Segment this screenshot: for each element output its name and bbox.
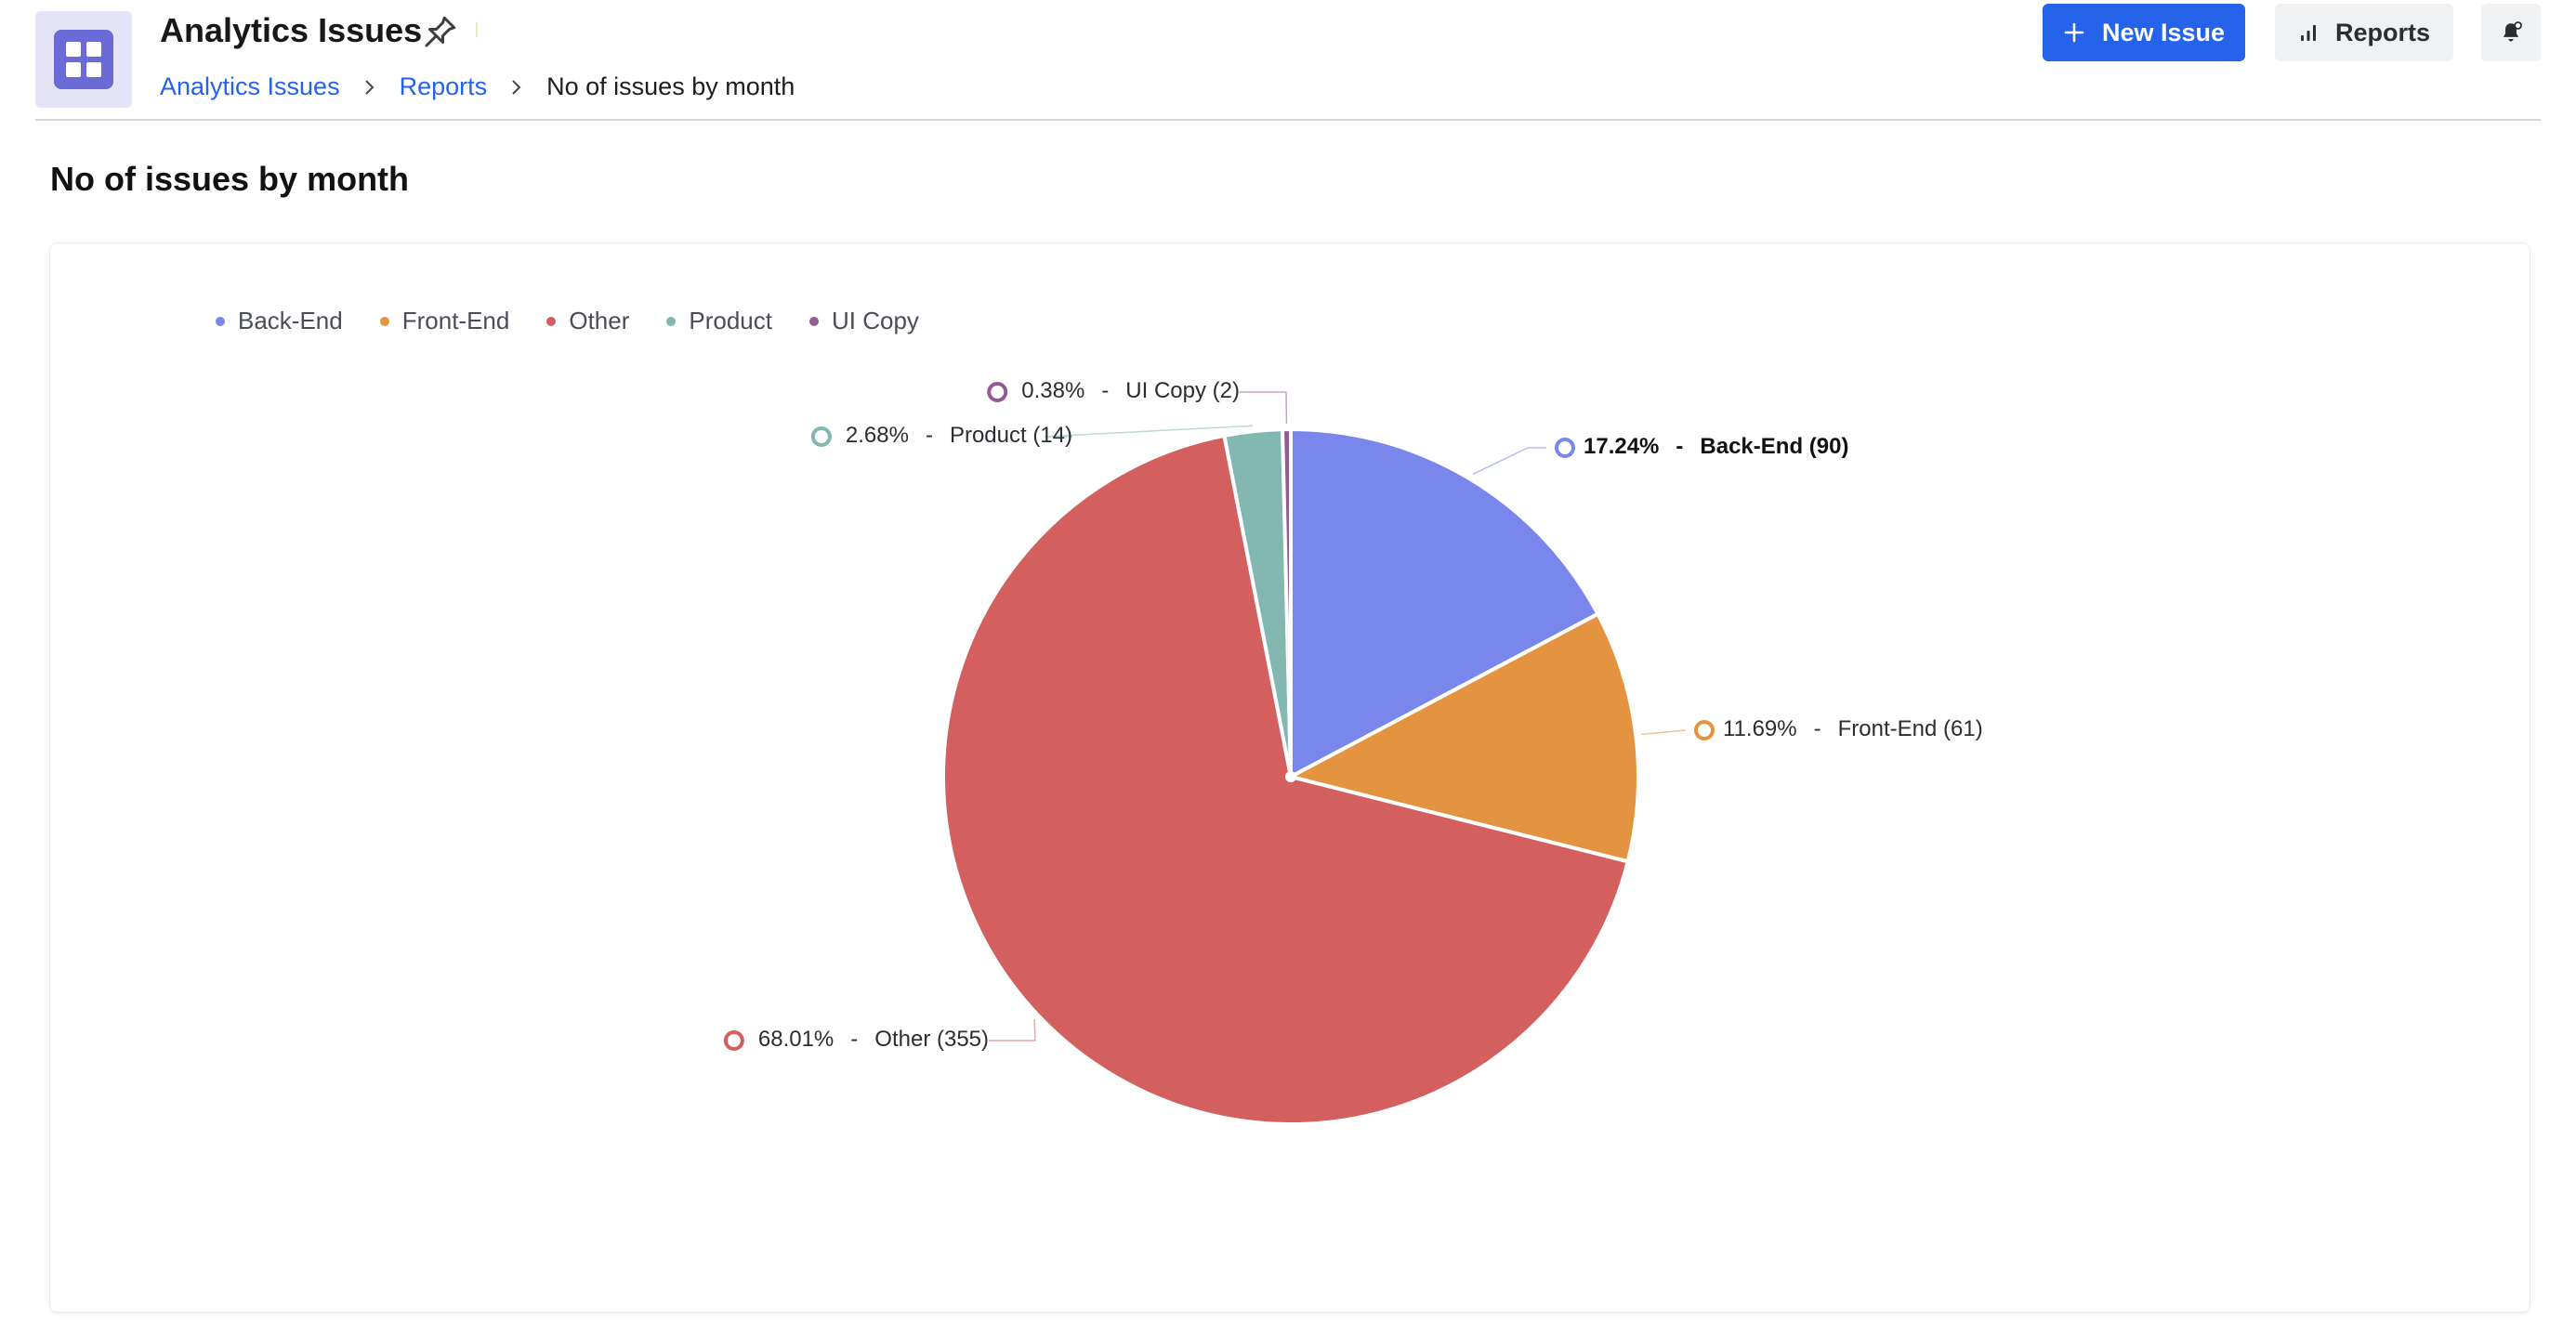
pie-label-marker	[723, 1030, 744, 1051]
label-leader-line	[1044, 425, 1253, 438]
pie-slice-ui-copy[interactable]	[1280, 426, 1293, 778]
legend-dot	[546, 316, 557, 326]
pie-category: Front-End (61)	[1838, 716, 1983, 741]
chart-legend: Back-End Front-End Other Product UI Copy	[216, 307, 956, 335]
legend-label: Front-End	[401, 307, 510, 334]
pie-label-product: 2.68% - Product (14)	[810, 423, 1072, 448]
pie-label-text: 0.38% - UI Copy (2)	[1021, 378, 1240, 403]
reports-label: Reports	[2334, 18, 2430, 46]
reports-button[interactable]: Reports	[2275, 4, 2453, 61]
pie-category: UI Copy (2)	[1125, 378, 1240, 403]
breadcrumb-current: No of issues by month	[546, 72, 795, 100]
legend-dot	[808, 316, 819, 326]
legend-label: Other	[569, 307, 630, 334]
pie-label-ui-copy: 0.38% - UI Copy (2)	[987, 378, 1240, 403]
legend-item-front-end[interactable]: Front-End	[379, 307, 510, 335]
pie-label-marker	[1694, 720, 1715, 740]
new-issue-button[interactable]: New Issue	[2043, 4, 2245, 61]
project-title: Analytics Issues	[160, 11, 423, 49]
pie-label-text: 2.68% - Product (14)	[846, 423, 1072, 448]
pie-percent: 17.24%	[1584, 434, 1659, 459]
legend-label: UI Copy	[831, 307, 919, 334]
plus-icon	[2063, 21, 2085, 44]
pie-label-front-end: 11.69% - Front-End (61)	[1694, 716, 1983, 741]
bar-chart-icon	[2298, 22, 2319, 43]
legend-item-back-end[interactable]: Back-End	[216, 307, 343, 335]
breadcrumb: Analytics Issues Reports No of issues by…	[160, 72, 795, 101]
pie-separator: -	[1101, 378, 1109, 403]
pin-icon[interactable]	[420, 13, 459, 52]
breadcrumb-reports[interactable]: Reports	[399, 72, 488, 100]
label-leader-line	[1641, 729, 1687, 736]
page-title: No of issues by month	[50, 160, 410, 198]
pie-label-back-end: 17.24% - Back-End (90)	[1555, 434, 1848, 459]
pie-category: Back-End (90)	[1700, 434, 1848, 459]
new-issue-label: New Issue	[2101, 18, 2226, 46]
legend-item-ui-copy[interactable]: UI Copy	[808, 307, 919, 335]
pie-slice-other[interactable]	[941, 433, 1631, 1127]
legend-item-other[interactable]: Other	[546, 307, 629, 335]
page-header: Analytics Issues Analytics Issues Report…	[35, 0, 2541, 121]
pie-label-marker	[810, 426, 832, 447]
pie-percent: 11.69%	[1723, 716, 1797, 741]
pie-slice-back-end[interactable]	[1289, 426, 1601, 780]
chart-card: Back-End Front-End Other Product UI Copy…	[50, 243, 2530, 1312]
pie-slice-front-end[interactable]	[1285, 611, 1640, 864]
pie-center-dot	[1285, 771, 1296, 782]
chevron-right-icon	[364, 79, 374, 95]
pie-label-marker	[987, 382, 1008, 402]
app-grid-icon[interactable]	[35, 11, 132, 108]
pie-category: Other (355)	[874, 1027, 989, 1052]
legend-item-product[interactable]: Product	[666, 307, 772, 335]
legend-label: Back-End	[238, 307, 343, 334]
pie-percent: 2.68%	[846, 423, 909, 448]
chevron-right-icon	[512, 79, 521, 95]
pie-label-other: 68.01% - Other (355)	[723, 1027, 989, 1052]
legend-label: Product	[689, 307, 772, 334]
pie-category: Product (14)	[950, 423, 1072, 448]
pie-label-text: 17.24% - Back-End (90)	[1584, 434, 1848, 459]
pie-percent: 68.01%	[758, 1027, 834, 1052]
label-leader-line	[1240, 391, 1288, 425]
label-leader-line	[1472, 447, 1546, 476]
pie-separator: -	[1676, 434, 1683, 459]
pie-percent: 0.38%	[1021, 378, 1084, 403]
pie-separator: -	[926, 423, 933, 448]
legend-dot	[666, 316, 677, 326]
pie-separator: -	[850, 1027, 858, 1052]
legend-dot	[216, 316, 225, 326]
pie-label-marker	[1555, 438, 1575, 458]
pie-label-text: 68.01% - Other (355)	[758, 1027, 989, 1052]
pie-label-text: 11.69% - Front-End (61)	[1723, 716, 1983, 741]
pie-separator: -	[1814, 716, 1821, 741]
title-divider	[476, 22, 478, 37]
pie-chart: 17.24% - Back-End (90)11.69% - Front-End (61…	[723, 378, 1983, 1127]
breadcrumb-analytics-issues[interactable]: Analytics Issues	[160, 72, 340, 100]
label-leader-line	[989, 1019, 1036, 1041]
bell-gear-icon	[2503, 21, 2522, 42]
notification-settings-button[interactable]	[2481, 4, 2541, 61]
legend-dot	[379, 316, 389, 326]
